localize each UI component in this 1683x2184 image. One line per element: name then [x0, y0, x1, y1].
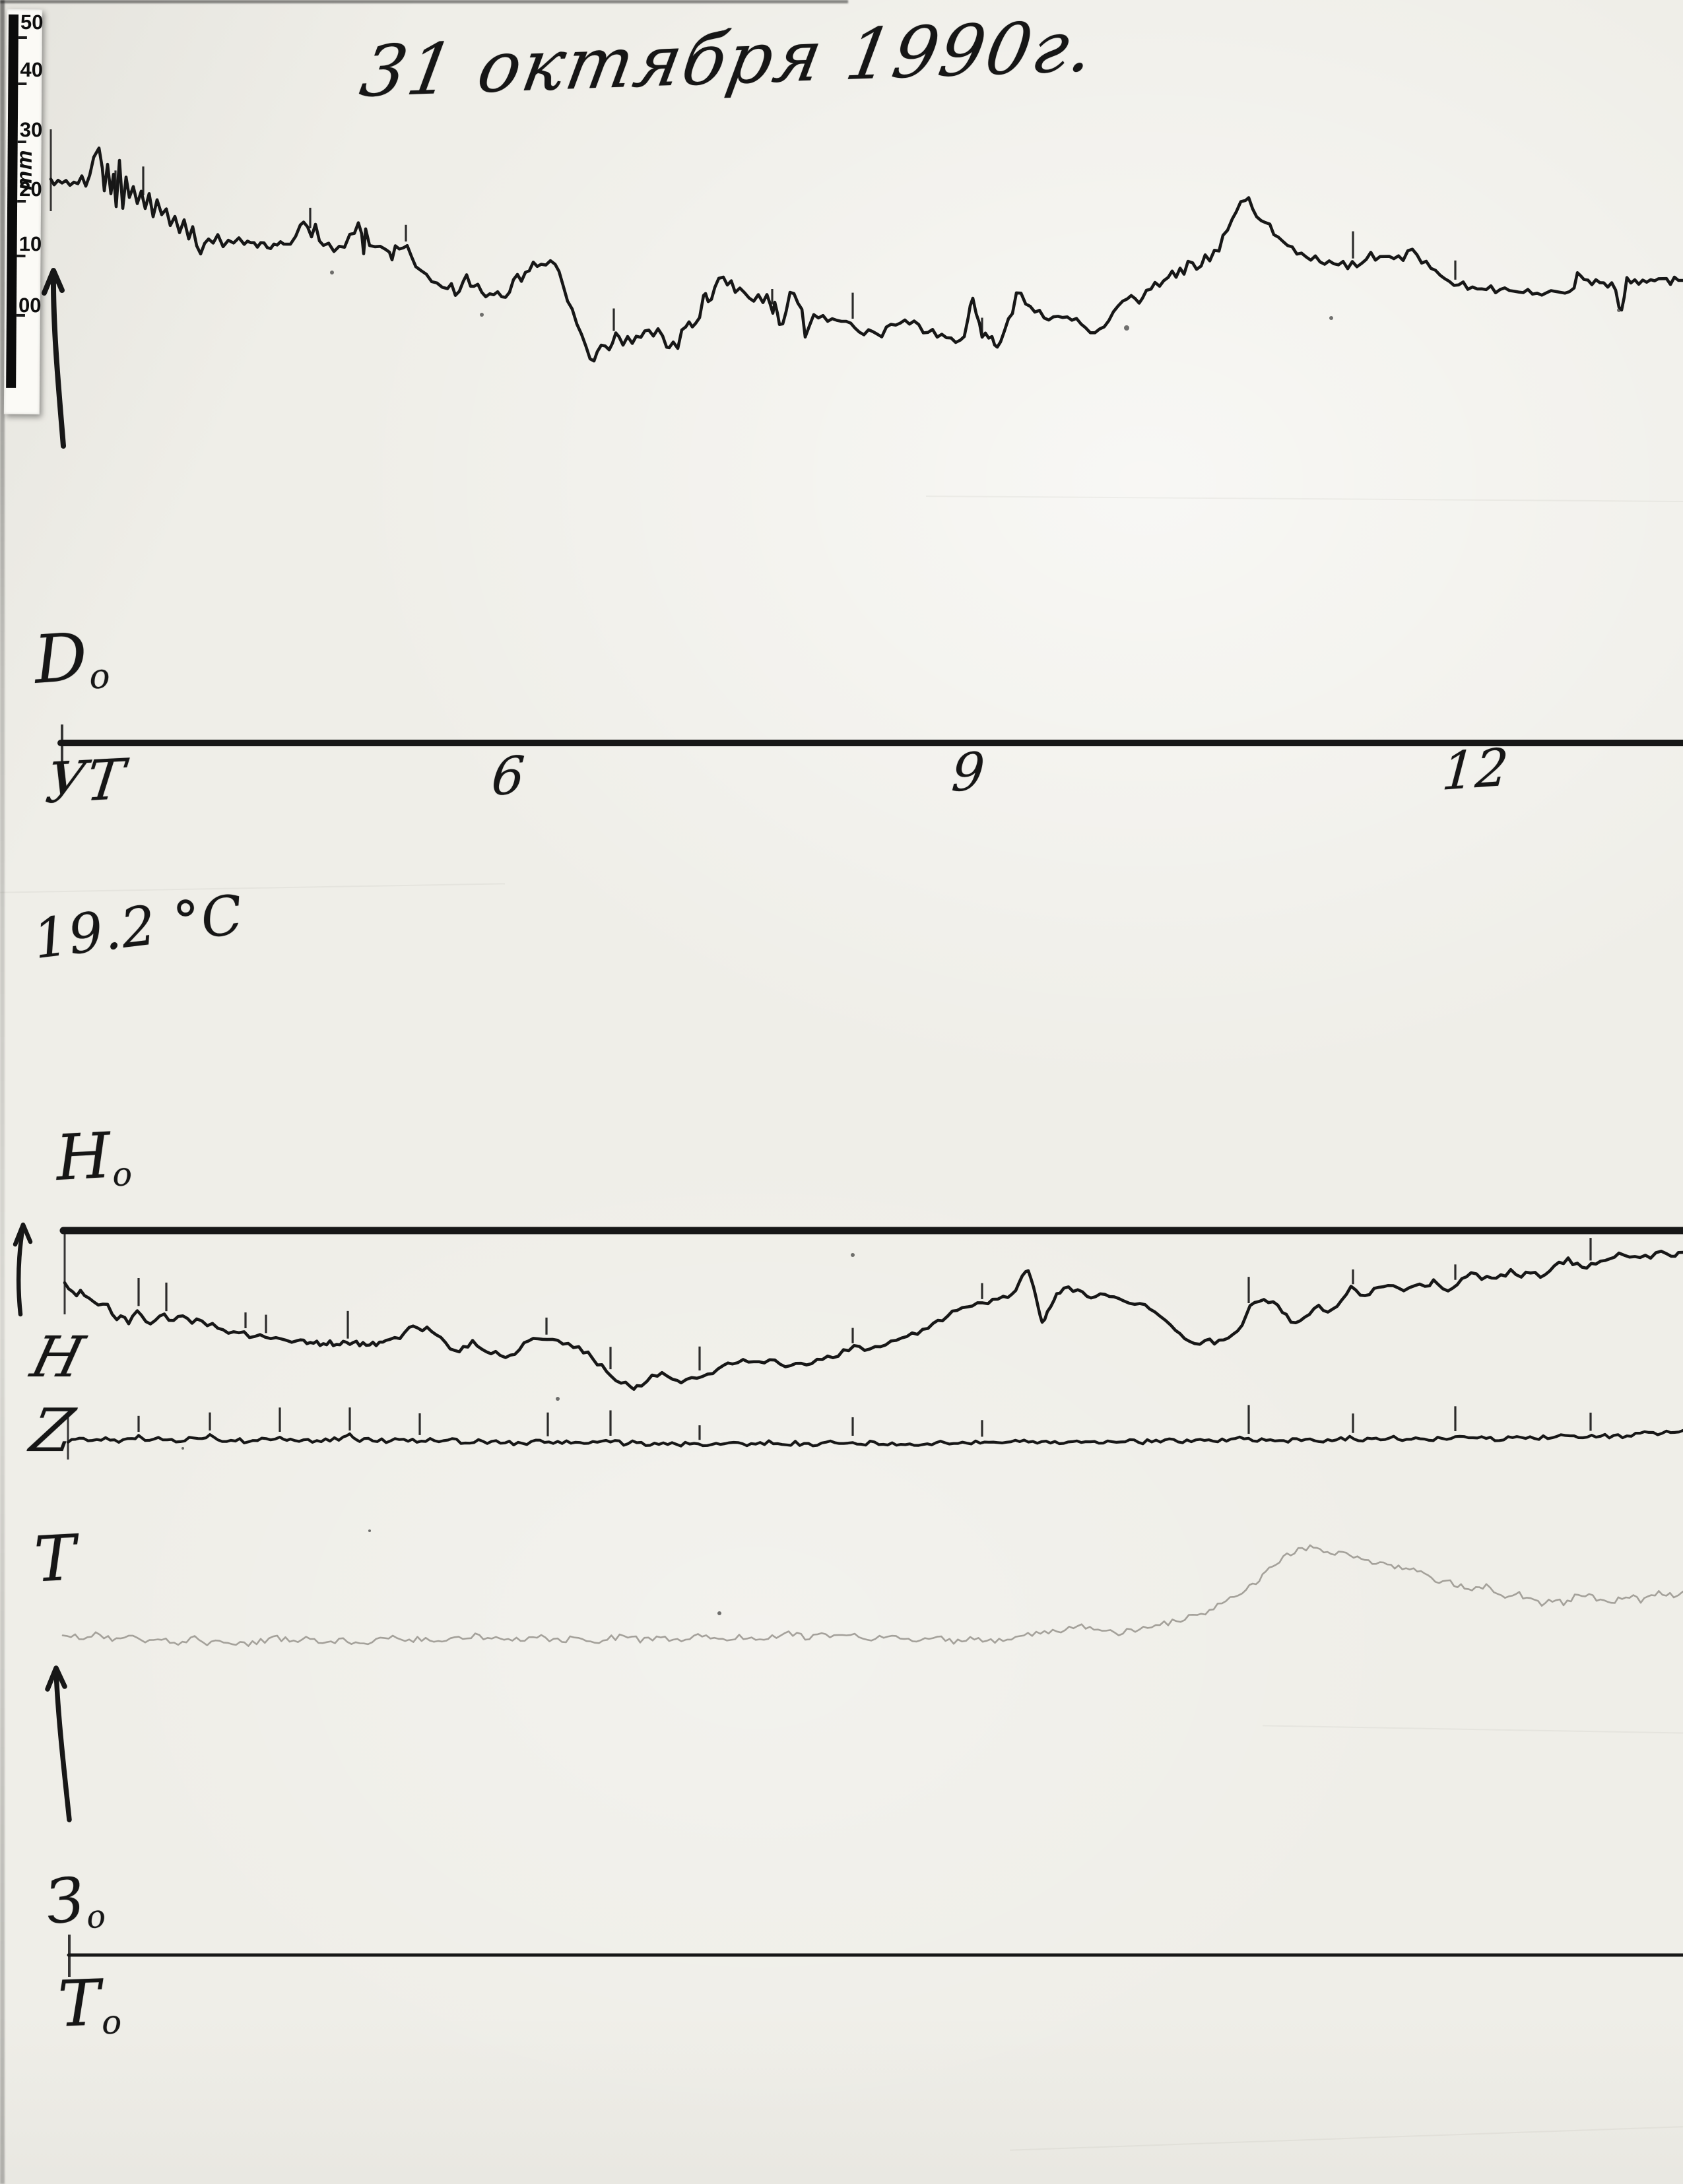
ink-speck — [851, 1253, 855, 1257]
h-baseline-label: Ho — [54, 1119, 134, 1195]
up-arrow-mark — [50, 269, 66, 449]
up-arrow-mark — [53, 1668, 72, 1822]
ruler-unit-label: mm — [11, 148, 37, 191]
ruler-scale: 50 40 30 20 10 00 mm — [3, 9, 44, 415]
ruler-tick-mark — [16, 313, 25, 317]
trace-T — [61, 1544, 1683, 1647]
ink-speck — [368, 1529, 371, 1532]
t-trace-label: T — [32, 1522, 79, 1597]
ruler-tick-mark — [17, 140, 26, 144]
ruler-tick-mark — [18, 36, 27, 40]
up-arrow-mark — [16, 1223, 26, 1317]
trace-Z — [66, 1429, 1683, 1448]
ruler-tick-mark — [17, 199, 26, 203]
ruler-tick-label: 10 — [18, 232, 42, 256]
time-axis-label: УТ — [42, 746, 129, 816]
hour-label-6: 6 — [489, 745, 527, 808]
ruler-tick-mark — [18, 82, 27, 86]
ruler-tick-mark — [16, 254, 26, 258]
ruler-tick-label: 30 — [19, 117, 43, 142]
trace-H — [63, 1250, 1683, 1391]
up-arrow-head — [42, 268, 65, 296]
ink-speck — [182, 1447, 184, 1450]
trace-D — [49, 146, 1683, 363]
scan-edge-left — [0, 0, 5, 2184]
ink-speck — [1124, 325, 1129, 331]
up-arrow-head — [13, 1222, 33, 1247]
ink-speck — [556, 1397, 560, 1401]
scan-edge-top — [0, 0, 848, 3]
ink-speck — [480, 313, 484, 317]
hour-label-12: 12 — [1439, 738, 1511, 802]
up-arrow-head — [45, 1665, 67, 1692]
ink-speck — [1329, 316, 1333, 320]
d-baseline-label: Do — [31, 618, 112, 699]
ink-speck — [717, 1611, 721, 1615]
ink-speck — [330, 271, 334, 274]
t-baseline-label: To — [57, 1966, 123, 2042]
hour-label-9: 9 — [949, 741, 987, 804]
z-baseline-label: Зo — [42, 1863, 108, 1939]
ruler-tick-label: 50 — [20, 10, 44, 34]
ruler-tick-label: 40 — [20, 57, 44, 82]
ink-speck — [1617, 308, 1621, 312]
